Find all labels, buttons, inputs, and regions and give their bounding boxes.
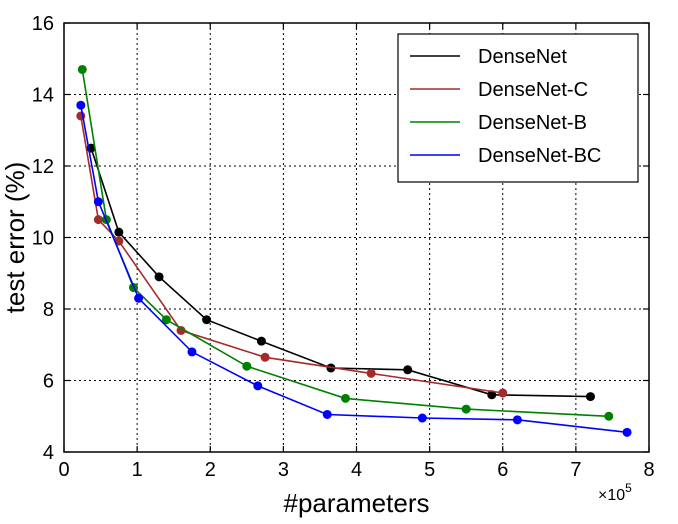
x-tick-label: 5 xyxy=(424,459,435,481)
legend-label: DenseNet xyxy=(478,46,567,68)
data-point xyxy=(161,315,171,325)
series-densenet-bc xyxy=(76,100,632,437)
x-tick-label: 0 xyxy=(58,459,69,481)
x-multiplier-base: ×10 xyxy=(598,487,625,504)
x-tick-label: 3 xyxy=(278,459,289,481)
data-point xyxy=(187,347,197,357)
legend-box xyxy=(397,33,639,183)
x-tick-label: 8 xyxy=(643,459,654,481)
data-point xyxy=(260,352,270,362)
data-point xyxy=(512,415,522,425)
data-point xyxy=(586,392,595,402)
data-point xyxy=(604,411,614,421)
x-axis-multiplier: ×105 xyxy=(598,481,632,504)
data-point xyxy=(417,413,427,423)
data-point xyxy=(77,64,87,74)
x-tick-label: 7 xyxy=(570,459,581,481)
data-point xyxy=(341,393,351,403)
legend: DenseNet DenseNet-C DenseNet-B DenseNet-BC xyxy=(397,33,639,183)
x-tick-label: 2 xyxy=(205,459,216,481)
data-point xyxy=(256,336,266,346)
x-axis-label: #parameters xyxy=(284,488,430,518)
data-point xyxy=(93,197,103,207)
y-tick-label: 6 xyxy=(43,371,54,393)
series-line xyxy=(90,147,591,398)
data-point xyxy=(242,361,252,371)
y-tick-label: 8 xyxy=(43,299,54,321)
data-point xyxy=(366,368,376,378)
data-point xyxy=(134,293,144,303)
data-point xyxy=(461,404,471,414)
data-point xyxy=(403,365,413,375)
y-tick-label: 14 xyxy=(32,85,54,107)
legend-label: DenseNet-BC xyxy=(478,145,601,167)
data-point xyxy=(202,315,212,325)
x-tick-label: 6 xyxy=(497,459,508,481)
data-point xyxy=(498,388,508,398)
x-multiplier-exponent: 5 xyxy=(625,481,632,495)
x-tick-label: 4 xyxy=(351,459,362,481)
y-tick-label: 4 xyxy=(43,442,54,464)
data-point xyxy=(322,409,332,419)
data-point xyxy=(487,390,497,400)
data-point xyxy=(93,215,103,225)
x-tick-label: 1 xyxy=(132,459,143,481)
data-point xyxy=(622,427,632,437)
legend-label: DenseNet-C xyxy=(478,79,588,101)
data-point xyxy=(176,325,186,335)
data-point xyxy=(114,227,124,237)
y-tick-label: 12 xyxy=(32,156,54,178)
legend-label: DenseNet-B xyxy=(478,112,587,134)
y-tick-label: 16 xyxy=(32,13,54,35)
series-lines xyxy=(76,64,632,437)
y-axis-label: test error (%) xyxy=(0,162,30,314)
data-point xyxy=(76,100,86,110)
data-point xyxy=(253,381,263,391)
y-tick-label: 10 xyxy=(32,228,54,250)
data-point xyxy=(154,272,164,282)
